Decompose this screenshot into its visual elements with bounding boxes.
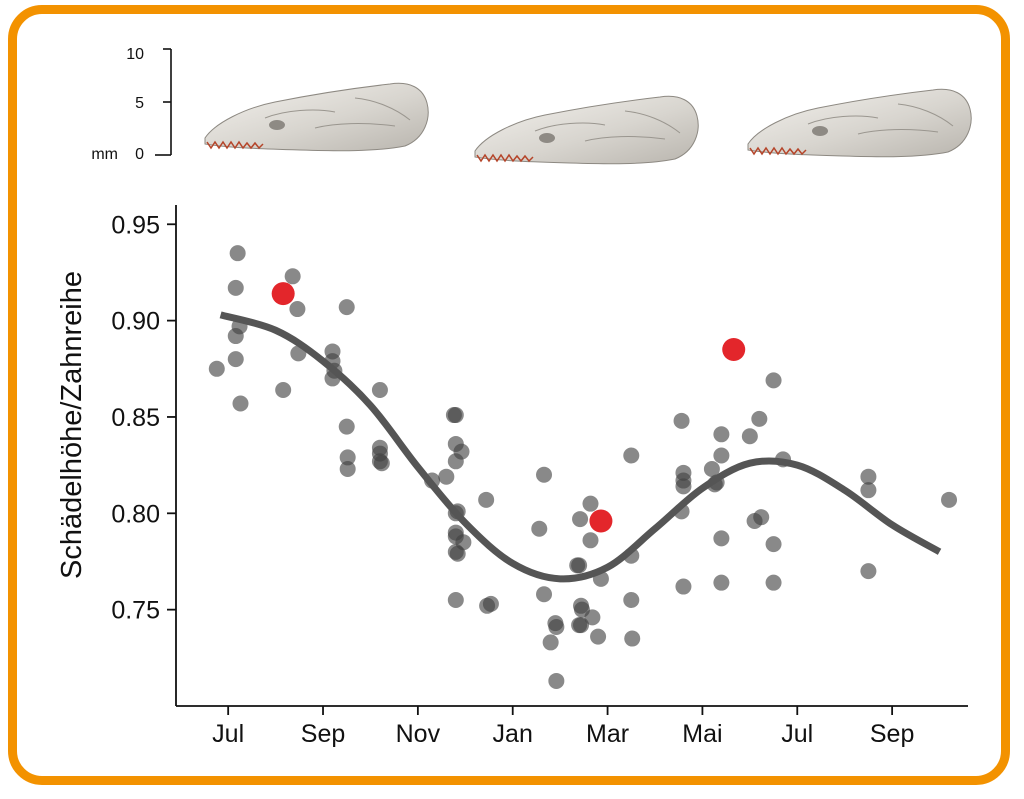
data-point [941,491,958,508]
y-tick-label: 0.95 [111,211,160,239]
x-tick-label: Jan [493,720,533,748]
data-point [284,268,301,285]
skull-image-winter [474,95,699,165]
data-point [289,301,306,318]
data-point [339,449,356,466]
data-point [482,595,499,612]
data-point [713,447,730,464]
data-point [339,460,356,477]
scale-unit-label: mm [91,146,118,163]
x-tick-label: Jul [781,720,813,748]
data-point [623,592,640,609]
data-point [232,395,249,412]
data-point [371,381,388,398]
data-point [536,466,553,483]
x-tick-label: Sep [301,720,345,748]
data-point [673,412,690,429]
data-point [338,418,355,435]
data-point [590,628,607,645]
trend-line-path [219,311,942,583]
data-point [713,426,730,443]
data-point [751,410,768,427]
data-point [753,509,770,526]
x-tick-label: Sep [870,720,914,748]
data-point [582,495,599,512]
scale-bar: 10 5 0 mm [91,46,172,163]
data-point [571,557,588,574]
data-point [703,460,720,477]
data-point [765,372,782,389]
data-point [675,578,692,595]
data-point [572,511,589,528]
data-point [449,545,466,562]
data-point [229,245,246,262]
data-point [573,617,590,634]
data-point [675,478,692,495]
data-point [227,328,244,345]
highlight-points [271,282,746,533]
data-point [548,672,565,689]
data-point [623,447,640,464]
skull-image-summer-1 [204,82,429,152]
data-points [208,245,958,689]
data-point [860,468,877,485]
y-tick-label: 0.75 [111,597,160,625]
data-point [624,630,641,647]
highlight-point [271,282,295,306]
data-point [531,520,548,537]
data-point [227,351,244,368]
x-tick-label: Nov [396,720,441,748]
scale-tick-0: 0 [135,146,144,163]
data-point [765,536,782,553]
data-point [584,609,601,626]
data-point [438,468,455,485]
data-point [542,634,559,651]
scale-tick-5: 5 [135,95,144,112]
data-point [208,360,225,377]
y-axis-label: Schädelhöhe/Zahnreihe [56,271,88,579]
data-point [453,443,470,460]
x-tick-label: Mar [586,720,629,748]
x-tick-label: Mai [682,720,722,748]
skull-images [204,82,972,165]
data-point [227,279,244,296]
x-tick-label: Jul [212,720,244,748]
data-point [860,563,877,580]
data-point [548,618,565,635]
data-point [373,455,390,472]
data-point [765,574,782,591]
data-point [713,530,730,547]
data-point [582,532,599,549]
data-point [275,381,292,398]
data-point [860,482,877,499]
data-point [447,407,464,424]
scale-tick-10: 10 [126,46,144,63]
data-point [713,574,730,591]
data-point [478,491,495,508]
data-point [741,428,758,445]
data-point [338,299,355,316]
y-tick-label: 0.80 [111,500,160,528]
data-point [536,586,553,603]
y-tick-label: 0.85 [111,404,160,432]
highlight-point [722,338,746,362]
x-ticks: Jul Sep Nov Jan Mar Mai Jul Sep [212,706,914,748]
data-point [447,592,464,609]
skull-image-summer-2 [747,88,972,158]
highlight-point [589,509,613,533]
trend-line [219,311,942,583]
y-tick-label: 0.90 [111,308,160,336]
y-ticks: 0.75 0.80 0.85 0.90 0.95 [111,211,176,625]
